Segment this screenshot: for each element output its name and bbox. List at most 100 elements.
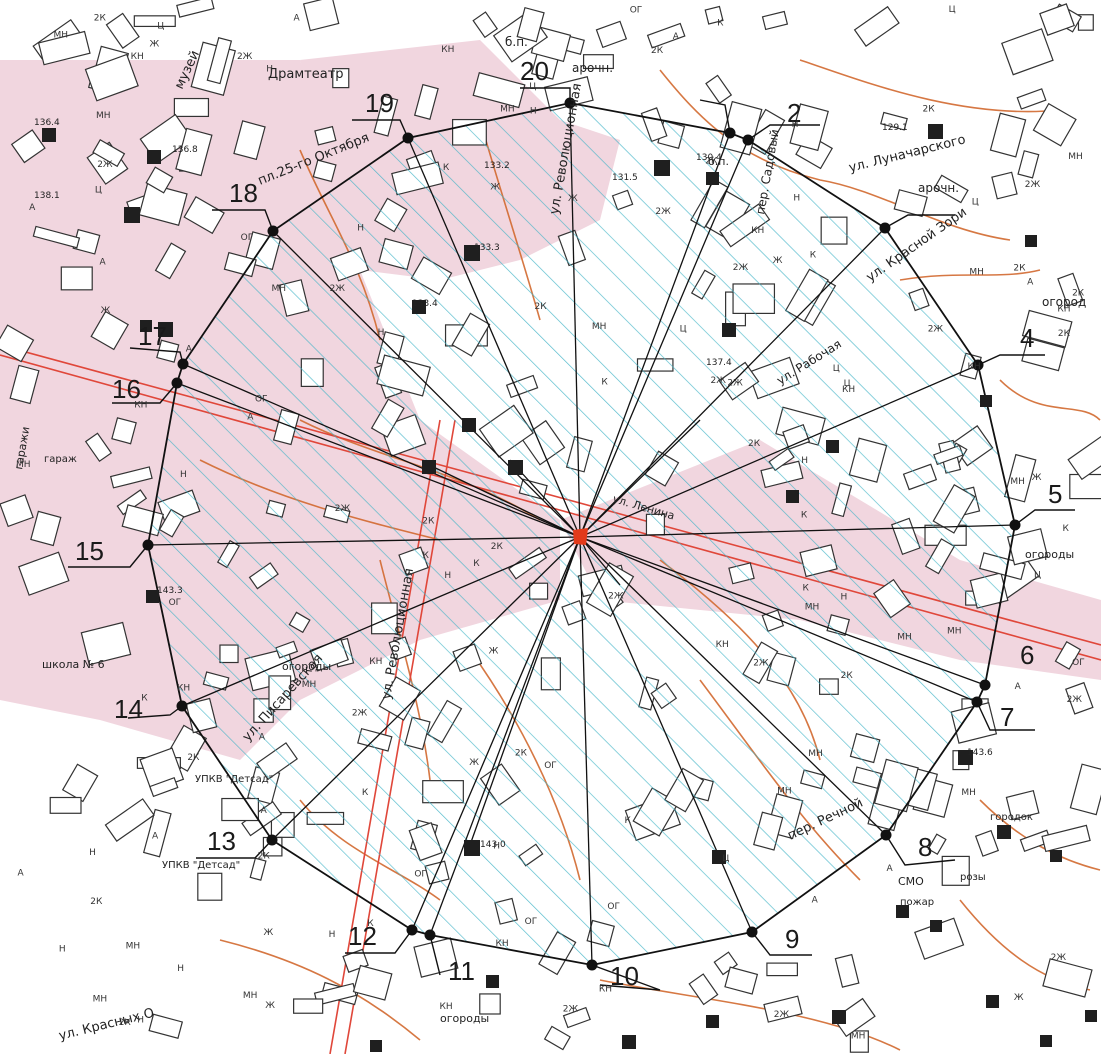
radial-line <box>271 536 581 841</box>
building <box>175 127 213 177</box>
building-code: Н <box>801 456 808 466</box>
building-code: К <box>443 163 450 173</box>
building <box>989 112 1027 158</box>
building-code: 2К <box>491 542 504 552</box>
label-leaders <box>68 87 1075 991</box>
building <box>173 97 210 118</box>
building-code: Ж <box>1014 993 1024 1003</box>
building-code: КН <box>369 657 382 667</box>
building <box>789 103 829 152</box>
building-code: К <box>810 250 817 260</box>
building-code: МН <box>1068 152 1083 162</box>
radial-line <box>579 536 621 586</box>
building <box>49 796 82 814</box>
building <box>0 324 35 363</box>
building-code: 2К <box>1058 329 1071 339</box>
point-label-9: 9 <box>785 924 799 954</box>
radial-line <box>579 536 887 836</box>
point-label-16: 16 <box>112 374 141 404</box>
building-code: 2К <box>119 1018 132 1028</box>
building-code: А <box>673 32 680 42</box>
point-label-5: 5 <box>1048 479 1062 509</box>
radial-line <box>424 462 581 538</box>
building-code: МН <box>271 284 286 294</box>
elevation: 133.2 <box>484 161 510 171</box>
point-labels: 2 4 5 6 7 8 9 10 11 12 13 14 15 16 17 18… <box>75 56 1062 991</box>
building-code: Ж <box>469 758 479 768</box>
dark-square <box>1085 1010 1097 1022</box>
radial-line <box>407 137 581 538</box>
building-code: 2К <box>748 439 761 449</box>
building-code: А <box>18 868 25 878</box>
building <box>1054 640 1082 670</box>
building <box>183 195 225 235</box>
building-code: 2К <box>1013 264 1026 274</box>
building <box>1069 763 1101 816</box>
radial-line <box>579 524 1016 538</box>
building <box>933 174 969 204</box>
building-code: Ж <box>150 39 160 49</box>
building-code: Н <box>378 328 385 338</box>
building-code: 2Ж <box>733 263 749 273</box>
building-code: А <box>294 13 301 23</box>
building <box>1017 150 1040 179</box>
building-code: Ж <box>773 256 783 266</box>
radial-line <box>579 536 593 966</box>
place-dramteatr: Драмтеатр <box>268 67 344 82</box>
building <box>595 20 628 49</box>
radial-line <box>579 139 749 538</box>
dark-square <box>826 440 839 453</box>
building-code: 2Ж <box>711 376 727 386</box>
radial-line <box>272 230 581 538</box>
building <box>61 763 99 803</box>
elevation: 138.1 <box>34 191 60 201</box>
place-rozy: розы <box>960 872 986 883</box>
building <box>472 72 526 109</box>
elevation: 143.6 <box>967 748 993 758</box>
elevation-labels: 136.4 136.8 138.1 133.2 133.3 133.4 131.… <box>34 118 993 850</box>
place-upk: УПКВ "Детсад" <box>195 774 273 785</box>
building <box>1069 473 1101 500</box>
building-code: МН <box>947 627 962 637</box>
dark-square <box>422 460 436 474</box>
building-code: К <box>801 511 808 521</box>
elevation: 130.4 <box>696 153 722 163</box>
building-code: А <box>886 864 893 874</box>
elevation: 137.4 <box>706 358 732 368</box>
building <box>9 364 40 405</box>
building-code: Ж <box>489 646 499 656</box>
point-label-17: 17 <box>138 321 167 351</box>
dark-square <box>42 128 56 142</box>
building <box>704 5 724 25</box>
building-code: А <box>1015 682 1022 692</box>
building <box>646 22 686 49</box>
building-code: КН <box>751 226 764 236</box>
dark-square <box>412 300 426 314</box>
building-code: Ж <box>264 928 274 938</box>
building <box>763 995 803 1023</box>
building-code: ОГ <box>544 761 557 771</box>
radial-line <box>579 364 979 538</box>
place-pozhar: пожар <box>900 897 934 908</box>
place-ogorody-1: огороды <box>282 660 331 673</box>
building-code: ОГ <box>241 233 254 243</box>
building-code: КН <box>177 683 190 693</box>
radial-line <box>147 536 581 546</box>
dark-square <box>654 160 670 176</box>
dark-square <box>622 1035 636 1049</box>
building-code: МН <box>897 633 912 643</box>
dark-square <box>462 418 476 432</box>
building-code: К <box>362 788 369 798</box>
dark-square <box>832 1010 846 1024</box>
radial-line <box>579 419 701 538</box>
point-label-7: 7 <box>1000 702 1014 732</box>
building <box>974 829 1000 857</box>
point-label-13: 13 <box>207 826 236 856</box>
building-code: Н <box>180 470 187 480</box>
dark-square <box>370 1040 382 1052</box>
dark-square <box>508 460 523 475</box>
building-code: Ц <box>844 379 851 389</box>
dark-square <box>712 850 726 864</box>
building-code: МН <box>96 111 111 121</box>
